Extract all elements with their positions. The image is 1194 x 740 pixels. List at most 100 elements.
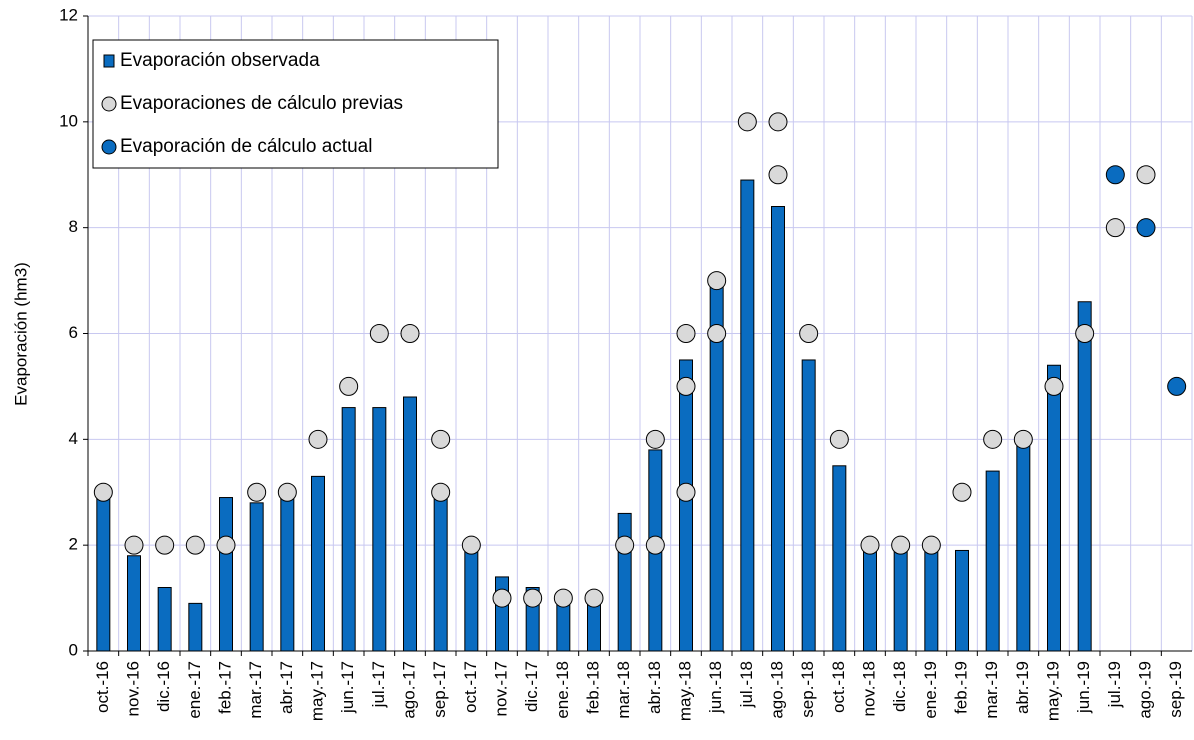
bar <box>403 396 417 652</box>
x-tick-label: ago.-18 <box>767 661 786 719</box>
x-tick-label: ene.-18 <box>553 661 572 719</box>
previous-estimate <box>431 429 451 449</box>
bar <box>249 502 264 652</box>
previous-estimate <box>1075 324 1095 343</box>
current-estimate <box>1105 165 1125 185</box>
x-tick-label: nov.-16 <box>123 661 142 716</box>
x-tick-label: oct.-17 <box>461 661 480 713</box>
previous-estimate <box>339 376 359 396</box>
previous-estimate <box>891 535 911 555</box>
x-tick-label: abr.-17 <box>277 661 296 714</box>
x-tick-label: ago.-17 <box>399 661 418 719</box>
x-tick-label: feb.-17 <box>215 661 234 714</box>
legend-label: Evaporación de cálculo actual <box>120 136 372 157</box>
previous-estimate <box>584 588 604 608</box>
previous-estimate <box>799 324 819 343</box>
x-tick-label: jun.-18 <box>706 661 725 714</box>
bar <box>372 407 387 652</box>
previous-estimate <box>676 482 696 502</box>
x-tick-label: dic.-16 <box>154 661 173 712</box>
previous-estimate <box>676 376 696 396</box>
previous-estimate <box>952 482 972 502</box>
previous-estimate <box>400 324 420 343</box>
x-tick-label: jul.-17 <box>369 661 388 708</box>
x-tick-label: mar.-19 <box>982 661 1001 719</box>
previous-estimate <box>93 482 113 502</box>
bar <box>740 179 755 652</box>
previous-estimate <box>1013 429 1033 449</box>
x-tick-label: ene.-17 <box>185 661 204 719</box>
bar <box>985 470 1000 652</box>
previous-estimate <box>216 535 236 555</box>
x-tick-label: jul.-19 <box>1105 661 1124 708</box>
x-tick-label: sep.-18 <box>798 661 817 718</box>
y-axis-label: Evaporación (hm3) <box>11 262 30 406</box>
x-tick-label: feb.-19 <box>951 661 970 714</box>
previous-estimate <box>369 324 389 343</box>
legend-box <box>92 39 499 169</box>
x-tick-label: sep.-17 <box>430 661 449 718</box>
y-tick-label: 12 <box>59 5 78 24</box>
previous-estimate <box>124 535 144 555</box>
previous-estimate <box>921 535 941 555</box>
x-tick-label: jun.-19 <box>1074 661 1093 714</box>
bar <box>893 544 908 652</box>
y-tick-label: 6 <box>69 323 78 342</box>
previous-estimate <box>737 112 757 132</box>
previous-estimate <box>461 535 481 555</box>
previous-estimate <box>707 271 727 291</box>
previous-estimate <box>768 165 788 185</box>
previous-estimate <box>1136 165 1156 185</box>
bar <box>341 407 356 652</box>
bar <box>495 576 509 652</box>
previous-estimate <box>492 588 512 608</box>
previous-estimate <box>615 535 635 555</box>
previous-estimate <box>676 324 696 343</box>
x-tick-label: dic.-17 <box>522 661 541 712</box>
previous-estimate <box>155 535 175 555</box>
x-tick-label: jun.-17 <box>338 661 357 714</box>
previous-estimate <box>1044 376 1064 396</box>
y-tick-label: 10 <box>59 111 78 130</box>
previous-estimate <box>860 535 880 555</box>
bar <box>1047 364 1061 652</box>
x-tick-label: ago.-19 <box>1135 661 1154 719</box>
previous-estimate <box>523 588 543 608</box>
previous-estimate <box>829 429 849 449</box>
bar <box>1077 301 1092 652</box>
previous-estimate <box>431 482 451 502</box>
current-estimate <box>1136 218 1156 238</box>
x-tick-label: mar.-18 <box>614 661 633 719</box>
previous-estimate <box>707 324 727 343</box>
bar <box>433 491 448 652</box>
x-tick-label: oct.-16 <box>93 661 112 713</box>
previous-estimate <box>308 429 328 449</box>
previous-estimate <box>645 429 665 449</box>
bar <box>219 497 233 652</box>
x-tick-label: nov.-18 <box>859 661 878 716</box>
x-tick-label: may.-19 <box>1043 661 1062 721</box>
previous-estimate <box>185 535 205 555</box>
bar <box>801 359 816 652</box>
bar <box>96 491 111 652</box>
y-tick-label: 2 <box>69 535 78 554</box>
bar <box>832 465 847 652</box>
legend-marker <box>103 54 115 68</box>
bar <box>311 475 325 652</box>
bar <box>157 587 172 652</box>
current-estimate <box>1167 376 1187 396</box>
bar <box>863 544 877 652</box>
x-tick-label: abr.-18 <box>645 661 664 714</box>
x-tick-label: abr.-19 <box>1013 661 1032 714</box>
legend-marker <box>101 139 117 155</box>
bar <box>127 555 141 652</box>
previous-estimate <box>645 535 665 555</box>
y-tick-label: 8 <box>69 217 78 236</box>
x-tick-label: may.-18 <box>675 661 694 721</box>
bar <box>1016 438 1031 652</box>
bar <box>771 206 785 652</box>
previous-estimate <box>277 482 297 502</box>
bar <box>679 359 693 652</box>
x-tick-label: may.-17 <box>307 661 326 721</box>
previous-estimate <box>1105 218 1125 238</box>
